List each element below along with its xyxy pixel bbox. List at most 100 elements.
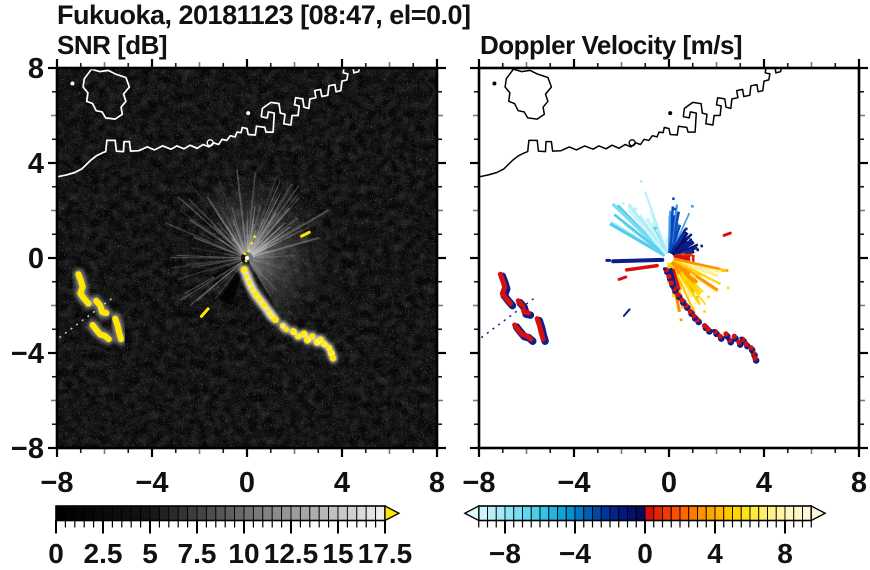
beam-streak: [251, 240, 271, 255]
colorbar-cell: [243, 505, 254, 521]
x-tick-label: 8: [429, 467, 445, 499]
echo-dot: [329, 355, 337, 362]
chain-red: [723, 331, 729, 337]
colorbar-cell: [749, 505, 760, 521]
beam-streak: [252, 259, 260, 263]
colorbar-cell: [234, 505, 245, 521]
colorbar-cell: [670, 505, 681, 521]
colorbar-label: 2.5: [84, 538, 123, 569]
cluster-echo: [93, 297, 110, 317]
cluster-echo: [89, 322, 112, 343]
colorbar-cell: [688, 505, 698, 521]
chain-red: [679, 297, 685, 303]
x-tick-label: 8: [851, 467, 867, 499]
beam-streak: [169, 258, 242, 269]
doppler-panel: [479, 68, 859, 448]
chain-red: [705, 326, 711, 332]
beam-streak: [252, 256, 280, 259]
colorbar-cell: [111, 505, 123, 521]
beam-streak: [210, 219, 244, 254]
beam-streak: [230, 206, 246, 253]
chain-red: [717, 333, 723, 340]
colorbar-cell: [758, 505, 768, 521]
beam-streak: [248, 230, 257, 253]
isolated-echo: [300, 230, 311, 238]
doppler-panel-border: [477, 66, 861, 450]
beam-streak: [248, 175, 278, 253]
snr-panel-title: SNR [dB]: [57, 30, 168, 60]
velocity-streak: [624, 263, 659, 272]
colorbar-label: 4: [707, 538, 723, 569]
colorbar-cell: [574, 505, 585, 521]
beam-streak: [228, 231, 244, 254]
beam-streak: [216, 222, 244, 254]
isolated-velocity: [622, 308, 631, 317]
chain-red: [736, 339, 742, 346]
colorbar-cell: [530, 505, 541, 521]
velocity-ray: [609, 222, 666, 257]
snr-colorbar: 0 2.5 5 7.5 10 12.5 15 17.5: [48, 504, 412, 569]
colorbar-cell: [83, 505, 95, 521]
snr-panel-border: [55, 66, 439, 450]
beam-streak: [247, 204, 262, 253]
velocity-dot: [695, 296, 699, 299]
chain-navy-speck: [662, 267, 667, 271]
velocity-dot: [676, 271, 679, 275]
beam-streak: [190, 247, 242, 258]
x-tick-label: 0: [239, 467, 255, 499]
beam-streak: [177, 196, 243, 255]
colorbar-cell: [478, 505, 488, 521]
colorbar-cell: [262, 505, 273, 521]
colorbar-cell: [723, 505, 733, 521]
under-range-arrow: [463, 504, 480, 522]
beam-streak: [247, 223, 255, 253]
colorbar-cell: [644, 505, 655, 521]
beam-streak: [206, 196, 245, 254]
chain-navy-speck: [671, 286, 675, 290]
colorbar-cell: [714, 505, 725, 521]
beam-streak: [230, 244, 243, 255]
colorbar-cell: [55, 505, 66, 521]
velocity-dot: [675, 243, 679, 247]
beam-streak: [213, 225, 244, 255]
colorbar-cell: [215, 505, 226, 521]
beam-streak: [247, 218, 255, 253]
echo-dot: [283, 326, 289, 332]
velocity-dot: [672, 197, 675, 201]
colorbar-label: 8: [777, 538, 793, 569]
colorbar-label: 10: [228, 538, 259, 569]
beam-streak: [252, 259, 299, 272]
beam-streak: [189, 261, 243, 307]
colorbar-cell: [522, 505, 532, 521]
beam-streak: [250, 262, 278, 291]
beam-streak: [250, 196, 301, 254]
chain-navy-speck: [712, 329, 716, 333]
center-speck: [250, 241, 254, 245]
beam-streak: [249, 262, 272, 299]
axis-tick-labels: −8 −4 0 4 8 −8 −4 0 4 8 8 4 0 −4 −8: [11, 53, 867, 499]
beam-streak: [250, 227, 281, 255]
colorbar-cell: [168, 505, 179, 521]
beam-streak: [250, 207, 290, 254]
colorbar-cell: [583, 505, 593, 521]
beam-streak: [187, 179, 244, 254]
colorbar-cell: [252, 505, 264, 521]
velocity-dot: [693, 302, 697, 305]
beam-streak: [252, 226, 309, 256]
cluster-echo: [75, 271, 92, 307]
beam-streak: [251, 246, 268, 256]
velocity-dot: [726, 286, 730, 290]
beam-streak: [176, 254, 242, 259]
isolated-echo: [199, 307, 210, 318]
beam-streak: [249, 226, 265, 254]
colorbar-cell: [74, 505, 85, 521]
colorbar-cell: [356, 505, 367, 521]
beam-streak: [252, 254, 295, 259]
colorbar-cell: [487, 505, 497, 521]
beam-streak: [251, 226, 291, 256]
echo-dot: [249, 286, 255, 292]
beam-streak: [215, 261, 244, 290]
velocity-dot: [640, 180, 643, 183]
beam-streak: [251, 209, 329, 256]
